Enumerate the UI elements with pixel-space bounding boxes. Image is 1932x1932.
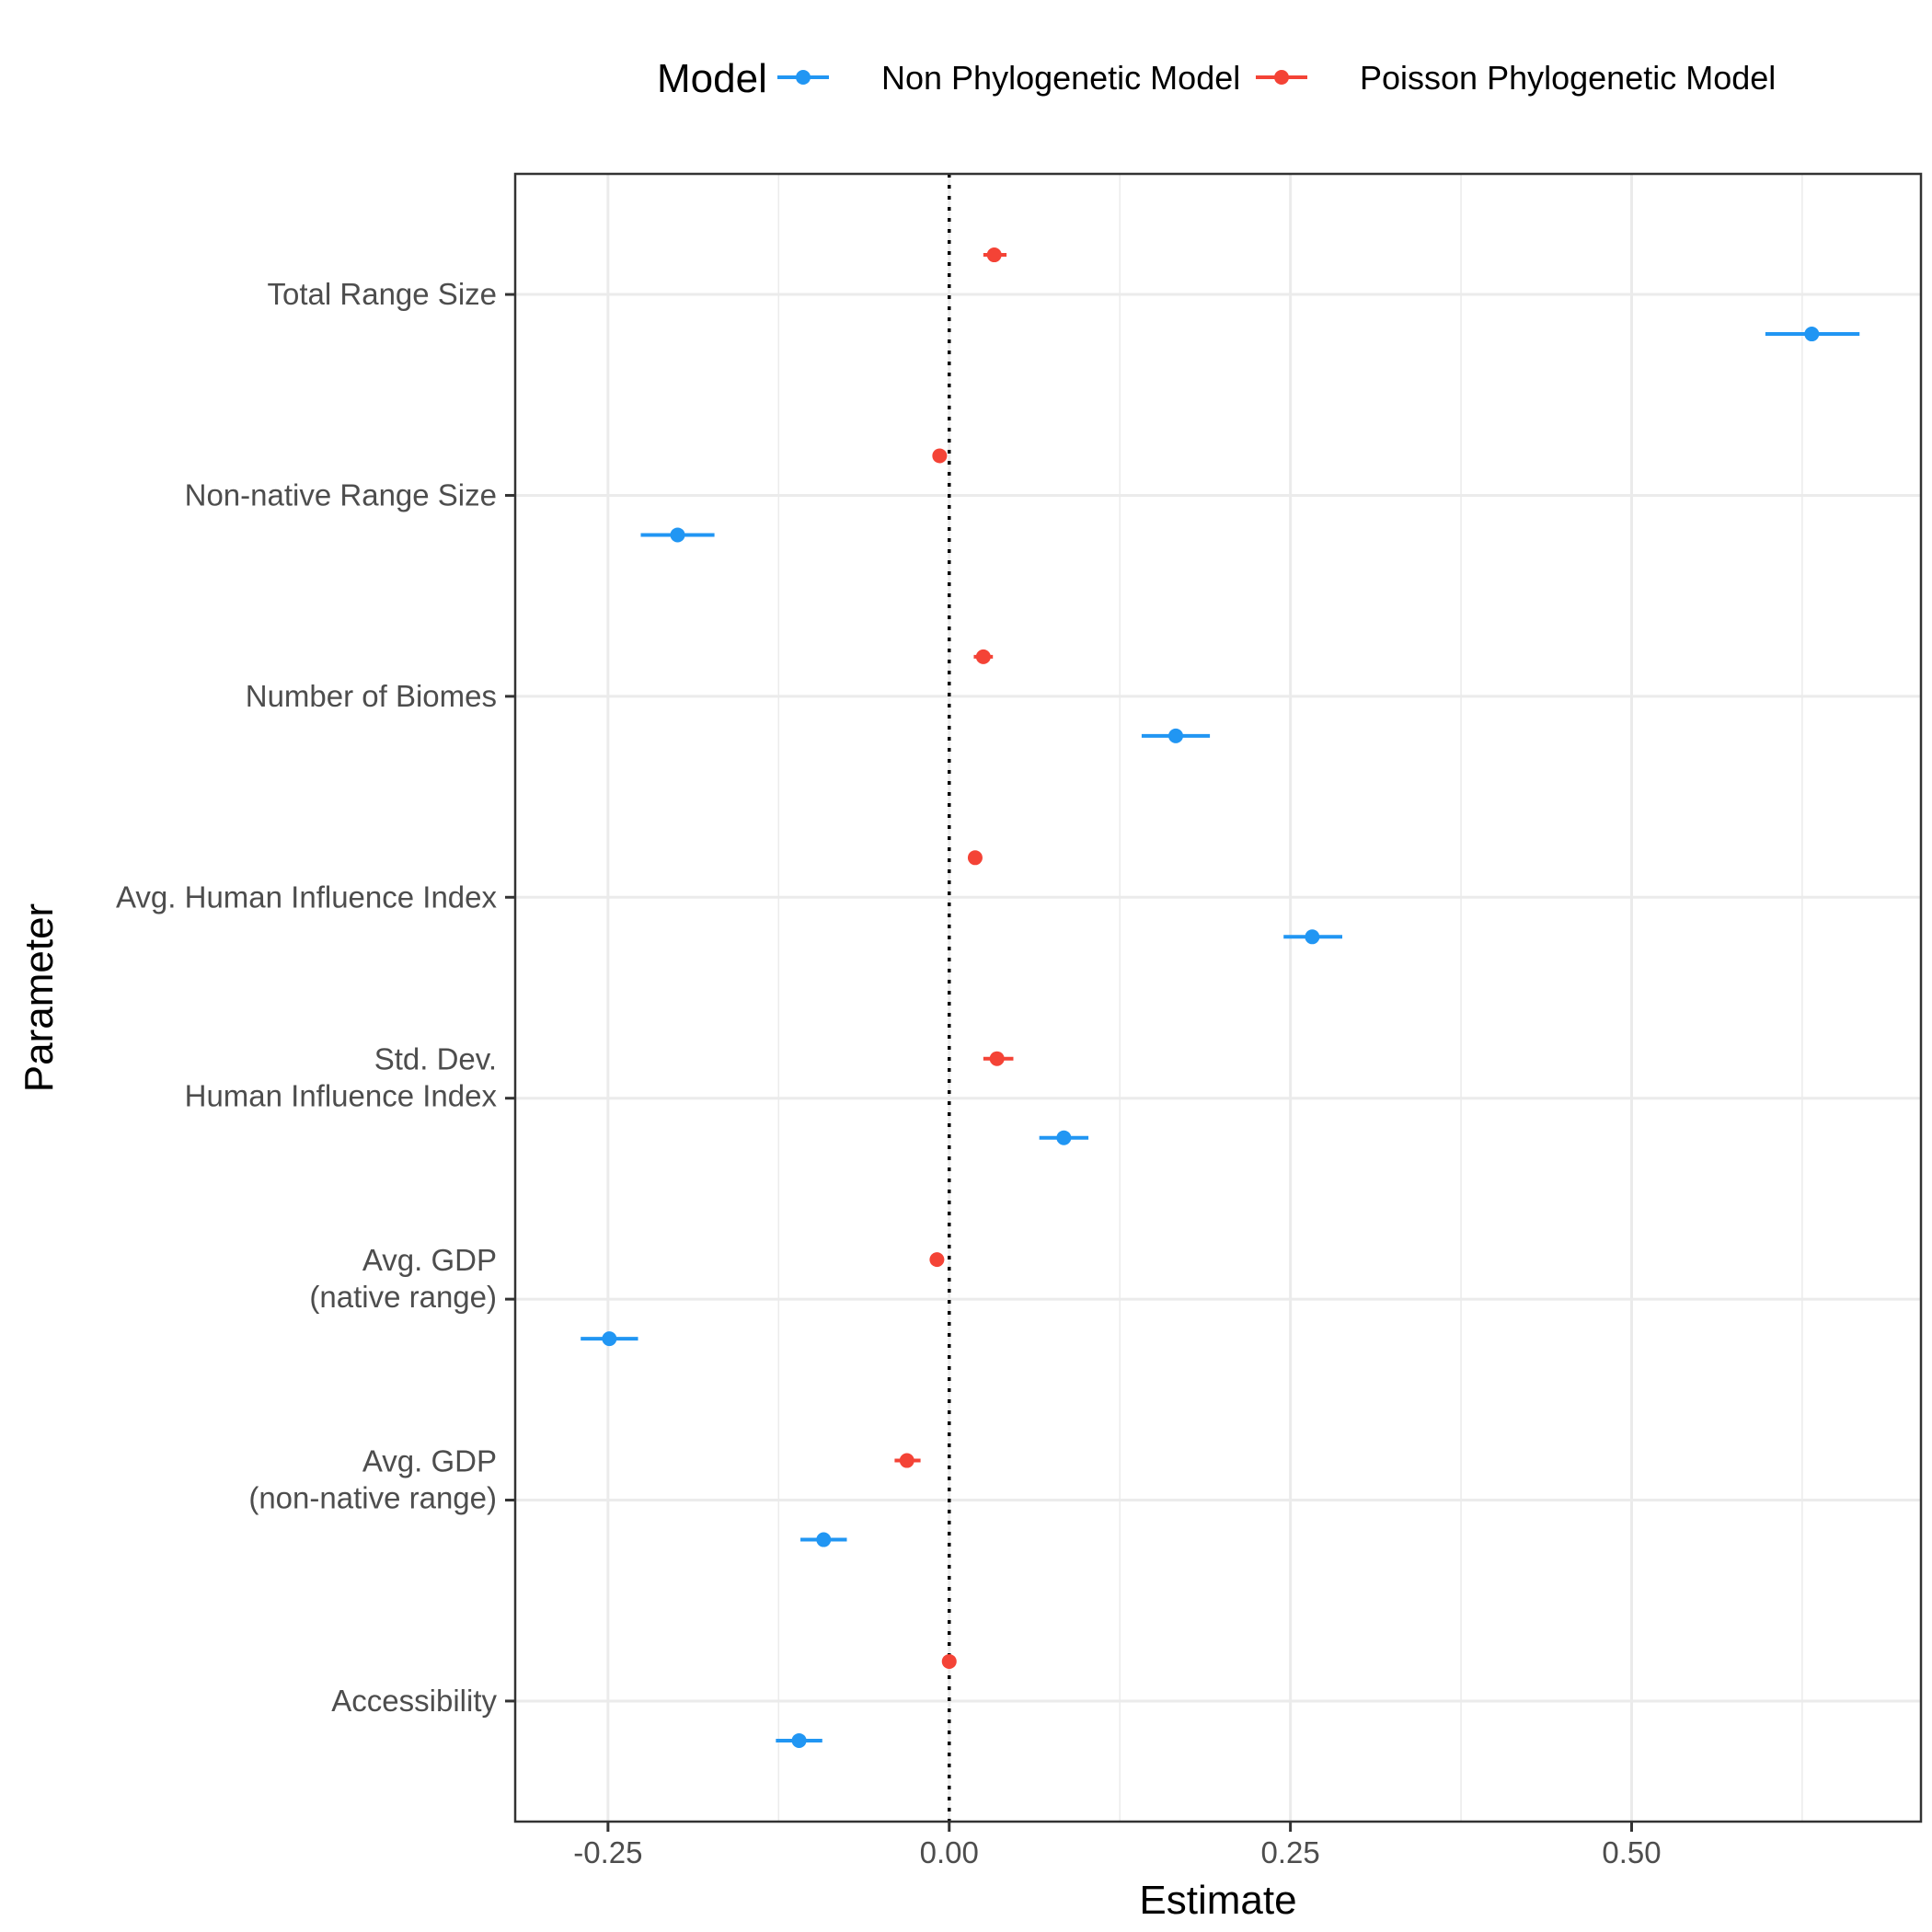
y-tick-label: Accessibility [331, 1684, 497, 1718]
poisson-phylogenetic-model-point [989, 1051, 1005, 1066]
poisson-phylogenetic-model-point [929, 1252, 945, 1268]
non-phylogenetic-model-point [1804, 327, 1820, 342]
non-phylogenetic-model-point [1168, 728, 1184, 743]
x-tick-label: 0.00 [920, 1835, 979, 1869]
legend-title: Model [657, 56, 767, 101]
legend-label-poisson-phylogenetic-model: Poisson Phylogenetic Model [1360, 59, 1776, 97]
y-tick-label: Human Influence Index [185, 1079, 498, 1113]
y-tick-label: Std. Dev. [374, 1042, 497, 1076]
x-tick-label: -0.25 [573, 1835, 642, 1869]
y-tick-label: Non-native Range Size [185, 477, 497, 512]
grid-minor [777, 174, 1803, 1822]
y-tick-label: Avg. GDP [362, 1444, 497, 1478]
non-phylogenetic-model-point [816, 1532, 832, 1547]
y-axis-title: Parameter [17, 903, 62, 1092]
y-tick-label: Avg. GDP [362, 1243, 497, 1277]
poisson-phylogenetic-model-point [975, 649, 991, 664]
poisson-phylogenetic-model-point [967, 850, 983, 866]
x-tick-label: 0.25 [1261, 1835, 1320, 1869]
poisson-phylogenetic-model-point [932, 448, 948, 464]
non-phylogenetic-model-point [1056, 1130, 1072, 1145]
y-tick-label: Avg. Human Influence Index [116, 880, 497, 914]
non-phylogenetic-model-point [1305, 929, 1320, 945]
panel-border [513, 172, 1923, 1823]
x-axis-title: Estimate [1139, 1878, 1296, 1923]
y-axis: Total Range Size Non-native Range Size Num… [116, 277, 515, 1718]
y-tick-label: Total Range Size [268, 277, 497, 311]
legend: Model Non Phylogenetic Model Poisson Phyl… [657, 56, 1776, 101]
y-tick-label: Number of Biomes [246, 679, 497, 713]
non-phylogenetic-model-point [602, 1331, 617, 1347]
non-phylogenetic-model-point [791, 1732, 807, 1748]
poisson-phylogenetic-model-point [941, 1653, 957, 1669]
legend-key-point-poisson-phylogenetic-model [1274, 70, 1289, 85]
x-tick-label: 0.50 [1602, 1835, 1661, 1869]
y-tick-label: (native range) [309, 1280, 497, 1314]
y-tick-label: (non-native range) [248, 1481, 497, 1515]
legend-items: Non Phylogenetic Model Poisson Phylogenet… [777, 59, 1776, 97]
poisson-phylogenetic-model-point [899, 1453, 914, 1468]
grid-major [515, 174, 1921, 1822]
x-axis: -0.25 0.00 0.25 0.50 [573, 1822, 1662, 1869]
legend-label-non-phylogenetic-model: Non Phylogenetic Model [881, 59, 1240, 97]
data-marks [581, 247, 1860, 1748]
non-phylogenetic-model-point [670, 527, 685, 543]
poisson-phylogenetic-model-point [986, 247, 1002, 263]
legend-key-point-non-phylogenetic-model [796, 70, 811, 85]
